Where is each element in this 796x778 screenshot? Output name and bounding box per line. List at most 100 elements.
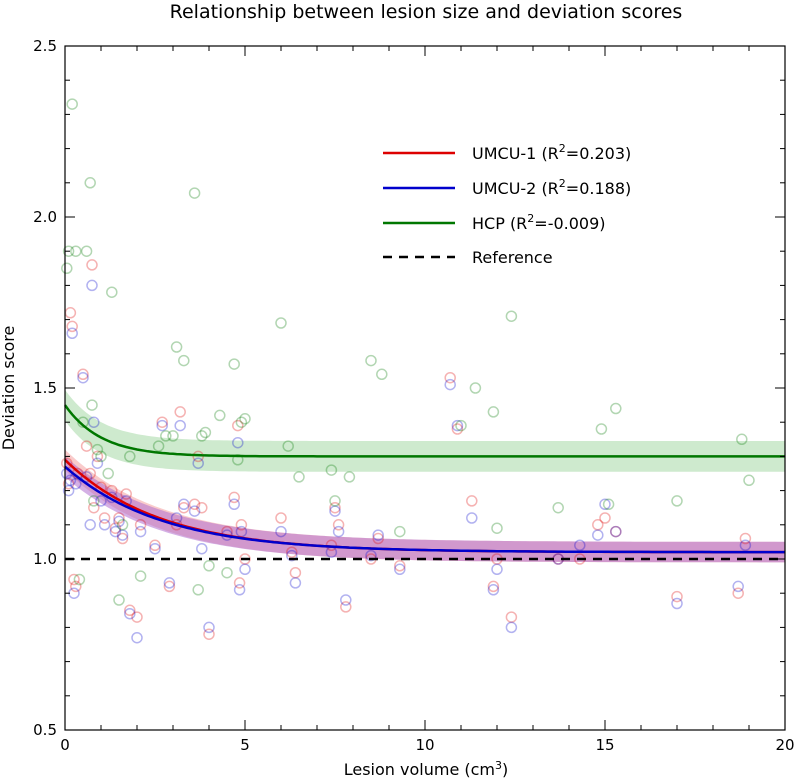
point-umcu-1 (91, 450, 104, 463)
point-umcu-1 (124, 604, 136, 617)
point-umcu-2 (196, 542, 208, 555)
point-umcu-1 (188, 498, 201, 511)
legend-label-reference: Reference (472, 248, 553, 267)
point-umcu-2 (340, 594, 352, 606)
x-tick-label: 0 (60, 736, 70, 754)
point-umcu-2 (233, 584, 246, 596)
legend-label-hcp-prefix: HCP (R (472, 214, 527, 233)
point-umcu-2 (289, 577, 302, 589)
point-umcu-1 (372, 532, 384, 545)
point-umcu-1 (149, 539, 161, 552)
point-umcu-2 (95, 495, 107, 507)
point-hcp (70, 245, 82, 257)
x-axis-label-superscript: 3 (495, 759, 502, 772)
point-hcp (282, 440, 294, 452)
point-umcu-1 (505, 611, 518, 623)
point-hcp (124, 450, 136, 463)
x-axis-label-end: ) (502, 760, 508, 778)
point-hcp (595, 423, 608, 435)
legend-label-umcu-1: UMCU-1 (R2=0.203) (472, 142, 631, 163)
point-umcu-1 (131, 611, 143, 623)
legend-label-umcu-1-prefix: UMCU-1 (R (472, 144, 559, 163)
point-umcu-2 (86, 279, 98, 292)
point-umcu-2 (739, 539, 752, 552)
point-hcp (91, 443, 104, 456)
point-umcu-1 (487, 580, 500, 593)
point-hcp (491, 522, 503, 534)
point-umcu-2 (505, 621, 518, 634)
point-umcu-1 (163, 580, 176, 593)
point-umcu-1 (233, 577, 246, 589)
point-hcp (455, 419, 467, 432)
point-umcu-1 (332, 519, 345, 531)
point-umcu-1 (451, 423, 464, 435)
point-umcu-2 (228, 498, 240, 511)
point-umcu-2 (77, 371, 89, 384)
point-hcp (602, 498, 615, 511)
point-umcu-1 (466, 495, 478, 507)
y-tick-label: 2.0 (33, 208, 57, 226)
point-hcp (239, 413, 251, 425)
point-umcu-1 (66, 320, 78, 333)
point-umcu-2 (131, 631, 143, 644)
legend-label-umcu-1-sup: 2 (559, 142, 566, 155)
point-umcu-1 (610, 525, 622, 538)
point-umcu-2 (275, 525, 287, 538)
point-hcp (134, 570, 147, 582)
point-umcu-1 (80, 440, 93, 452)
point-umcu-2 (466, 512, 478, 524)
point-umcu-2 (149, 542, 161, 555)
point-umcu-2 (84, 519, 96, 531)
legend-label-umcu-1-suffix: =0.203) (566, 144, 631, 163)
point-hcp (116, 519, 129, 531)
point-umcu-2 (188, 505, 201, 517)
x-tick-label: 20 (775, 736, 794, 754)
point-hcp (394, 525, 406, 538)
point-umcu-2 (286, 549, 298, 562)
point-hcp (192, 584, 204, 596)
fit-curves (63, 404, 785, 554)
fit-curve-umcu-2 (64, 465, 785, 554)
point-hcp (167, 430, 179, 442)
legend-label-umcu-2-suffix: =0.188) (566, 179, 631, 198)
point-umcu-1 (178, 501, 190, 514)
point-umcu-2 (487, 584, 500, 596)
point-hcp (376, 368, 388, 381)
legend-label-hcp-suffix: =-0.009) (534, 214, 605, 233)
point-hcp (505, 310, 518, 322)
point-hcp (88, 495, 100, 507)
point-umcu-1 (196, 501, 208, 514)
point-umcu-1 (289, 566, 302, 579)
point-umcu-2 (610, 525, 622, 538)
confidence-bands (65, 389, 785, 563)
axis-ticks: 0 5 10 15 20 0.5 1.0 1.5 2.0 2.5 (33, 37, 794, 754)
point-hcp (343, 471, 356, 483)
point-umcu-2 (109, 525, 122, 538)
confidence-band-umcu-2 (65, 456, 785, 563)
point-hcp (221, 566, 233, 579)
point-hcp (235, 416, 248, 428)
point-hcp (160, 430, 172, 442)
point-umcu-1 (174, 406, 186, 418)
point-hcp (152, 440, 165, 452)
point-umcu-2 (372, 529, 384, 541)
fit-curve-hcp (63, 404, 785, 458)
point-umcu-2 (574, 539, 586, 552)
point-umcu-1 (228, 491, 240, 504)
legend: UMCU-1 (R2=0.203) UMCU-2 (R2=0.188) HCP … (383, 142, 631, 267)
point-umcu-1 (671, 590, 683, 603)
point-hcp (552, 501, 564, 514)
point-umcu-1 (592, 519, 604, 531)
point-umcu-1 (120, 488, 132, 500)
point-umcu-1 (732, 587, 744, 599)
point-hcp (61, 262, 73, 275)
point-hcp (170, 341, 183, 353)
point-umcu-1 (235, 519, 248, 531)
point-hcp (196, 430, 208, 442)
point-umcu-2 (239, 563, 251, 576)
y-tick-label: 2.5 (33, 37, 57, 55)
point-umcu-2 (599, 498, 611, 511)
point-umcu-2 (451, 419, 464, 432)
confidence-band-hcp (65, 389, 785, 472)
x-tick-label: 10 (415, 736, 434, 754)
